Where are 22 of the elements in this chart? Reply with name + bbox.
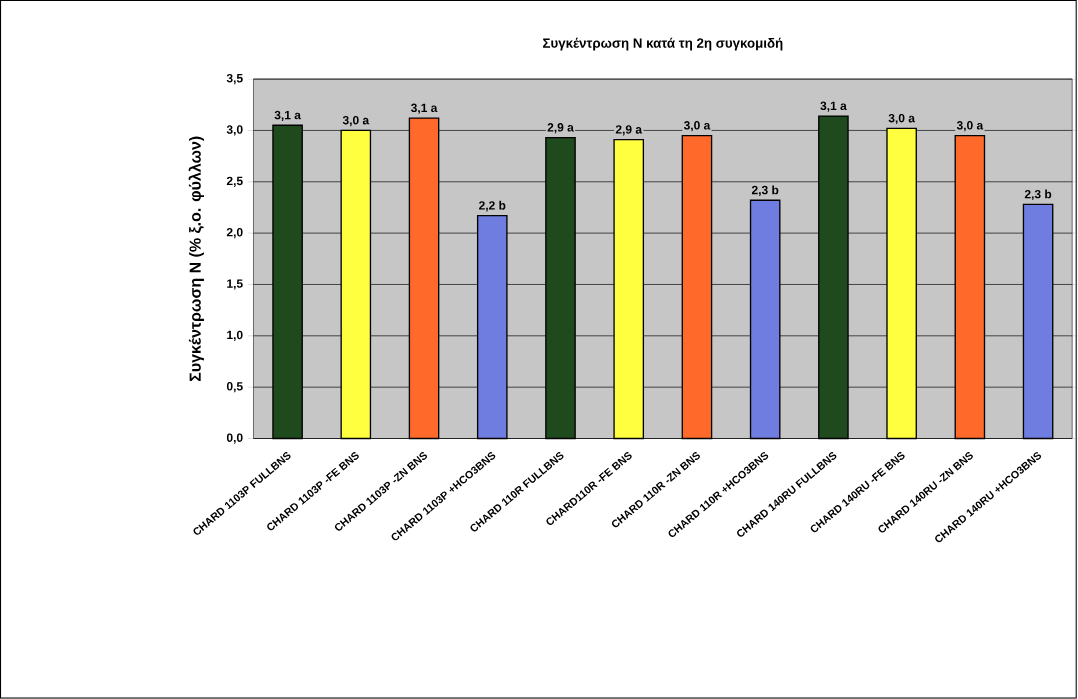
data-label: 3,0 a	[683, 121, 711, 132]
y-tick-label: 0,0	[226, 433, 243, 444]
chart-title: Συγκέντρωση N κατά τη 2η συγκομιδή	[543, 38, 783, 51]
data-label: 2,3 b	[751, 185, 779, 197]
data-label: 3,0 a	[342, 116, 370, 127]
data-label: 2,2 b	[479, 201, 506, 212]
data-label: 3,0 a	[956, 121, 984, 132]
data-label: 3,1 a	[274, 110, 301, 122]
y-axis-title: Συγκέντρωση N (% ξ.ο. φύλλων)	[188, 136, 204, 382]
data-label: 3,1 a	[820, 101, 847, 112]
y-tick-label: 1,0	[227, 330, 243, 342]
data-label: 2,9 a	[615, 125, 643, 136]
data-label: 2,3 b	[1024, 189, 1052, 201]
y-tick-label: 2,0	[226, 228, 243, 239]
y-tick-label: 2,5	[226, 176, 243, 188]
y-tick-label: 3,0	[226, 125, 243, 136]
y-tick-label: 0,5	[226, 382, 243, 393]
data-label: 3,1 a	[410, 103, 438, 115]
data-label: 3,0 a	[888, 114, 916, 125]
data-label: 2,9 a	[547, 123, 574, 134]
y-tick-label: 3,5	[226, 74, 243, 85]
y-tick-label: 1,5	[227, 279, 243, 290]
